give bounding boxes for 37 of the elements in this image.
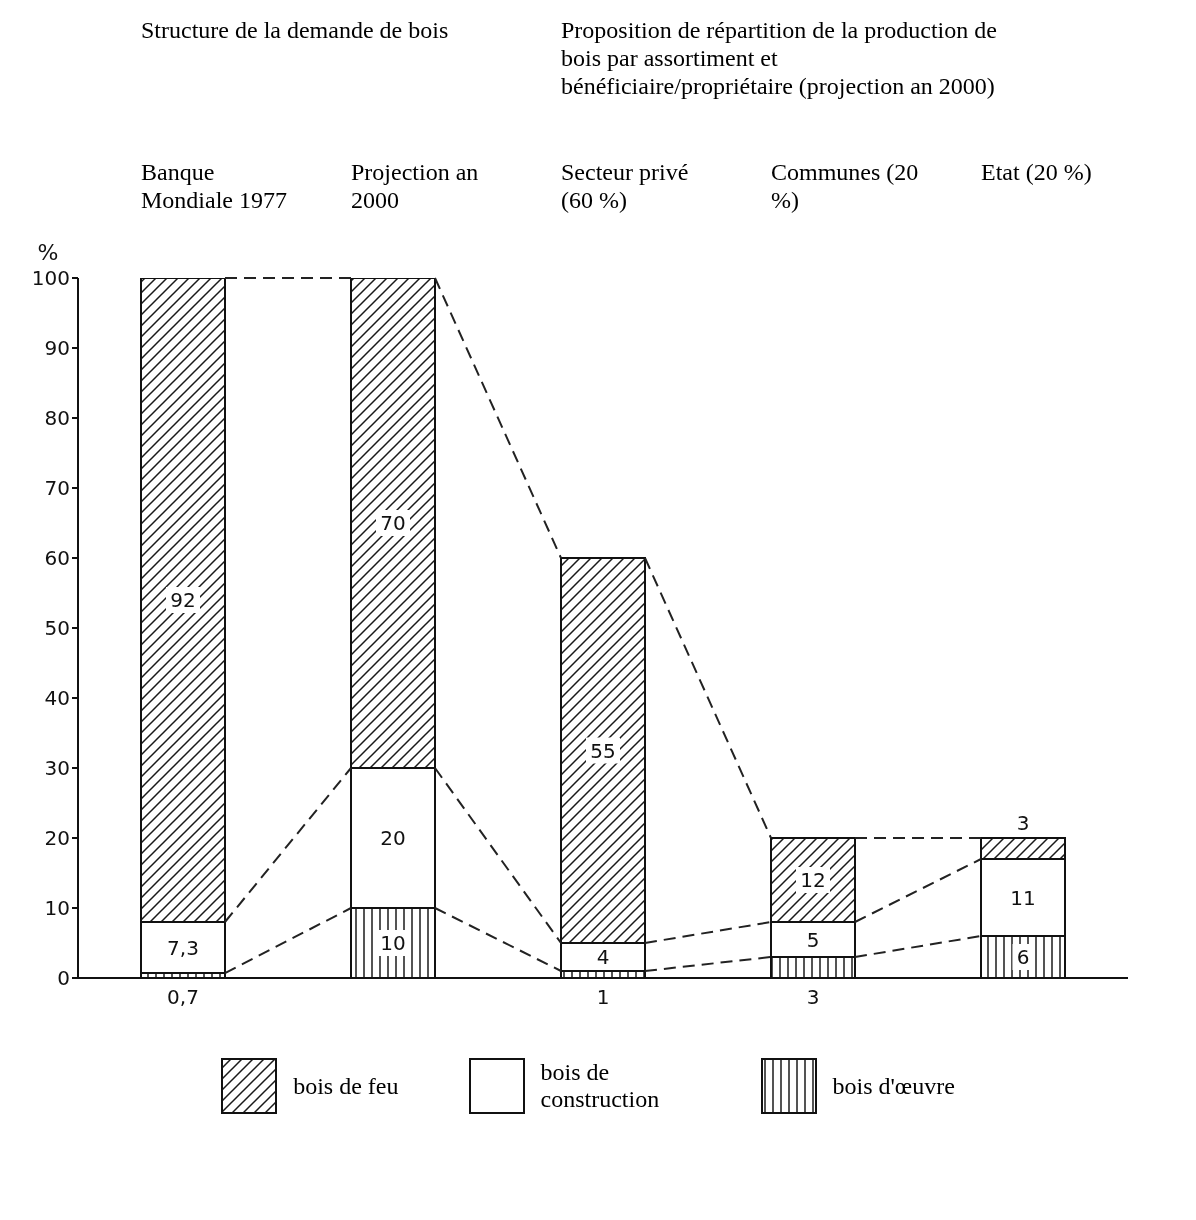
- data-label: 70: [380, 511, 406, 535]
- x-tick-label: Projection an 2000: [351, 158, 480, 214]
- y-tick-label: 10: [44, 896, 70, 921]
- y-tick-label: 70: [44, 476, 70, 501]
- data-label: 20: [380, 826, 406, 850]
- data-label: 1: [596, 985, 610, 1009]
- data-label: 92: [170, 588, 196, 612]
- data-label: 12: [800, 868, 826, 892]
- y-tick-label: 100: [31, 266, 70, 291]
- y-tick-label: 90: [44, 336, 70, 361]
- text: Proposition de répartition de la production de bois par assortiment et bénéficiaire/propriétaire (projection an 2000): [561, 16, 998, 100]
- legend-label: bois d'œuvre: [832, 1072, 955, 1100]
- data-label: 11: [1010, 885, 1036, 910]
- legend-label: bois de construction: [540, 1059, 661, 1113]
- data-label: 5: [806, 927, 820, 952]
- y-tick-label: 20: [44, 826, 70, 851]
- legend-label: bois de feu: [293, 1072, 399, 1100]
- data-label: 4: [596, 945, 610, 969]
- data-label: 55: [590, 738, 616, 763]
- data-label: 7,3: [167, 935, 199, 960]
- data-label: 6: [1016, 945, 1030, 969]
- y-axis-title: %: [37, 240, 59, 265]
- data-label: 0,7: [167, 985, 199, 1009]
- x-tick-label: Banque Mondiale 1977: [141, 158, 288, 214]
- data-label: 10: [380, 931, 406, 955]
- x-tick-label: Communes (20 %): [771, 158, 920, 214]
- x-tick-label: Secteur privé (60 %): [561, 158, 690, 214]
- y-tick-label: 0: [57, 966, 70, 991]
- y-tick-label: 30: [44, 756, 70, 781]
- y-tick-label: 60: [44, 546, 70, 571]
- y-tick-label: 40: [44, 686, 70, 711]
- y-tick-label: 80: [44, 406, 70, 431]
- y-tick-label: 50: [44, 616, 70, 641]
- data-label: 3: [806, 985, 820, 1009]
- x-tick-label: Etat (20 %): [981, 158, 1093, 186]
- data-label: 3: [1016, 811, 1030, 835]
- text: Structure de la demande de bois: [141, 16, 450, 44]
